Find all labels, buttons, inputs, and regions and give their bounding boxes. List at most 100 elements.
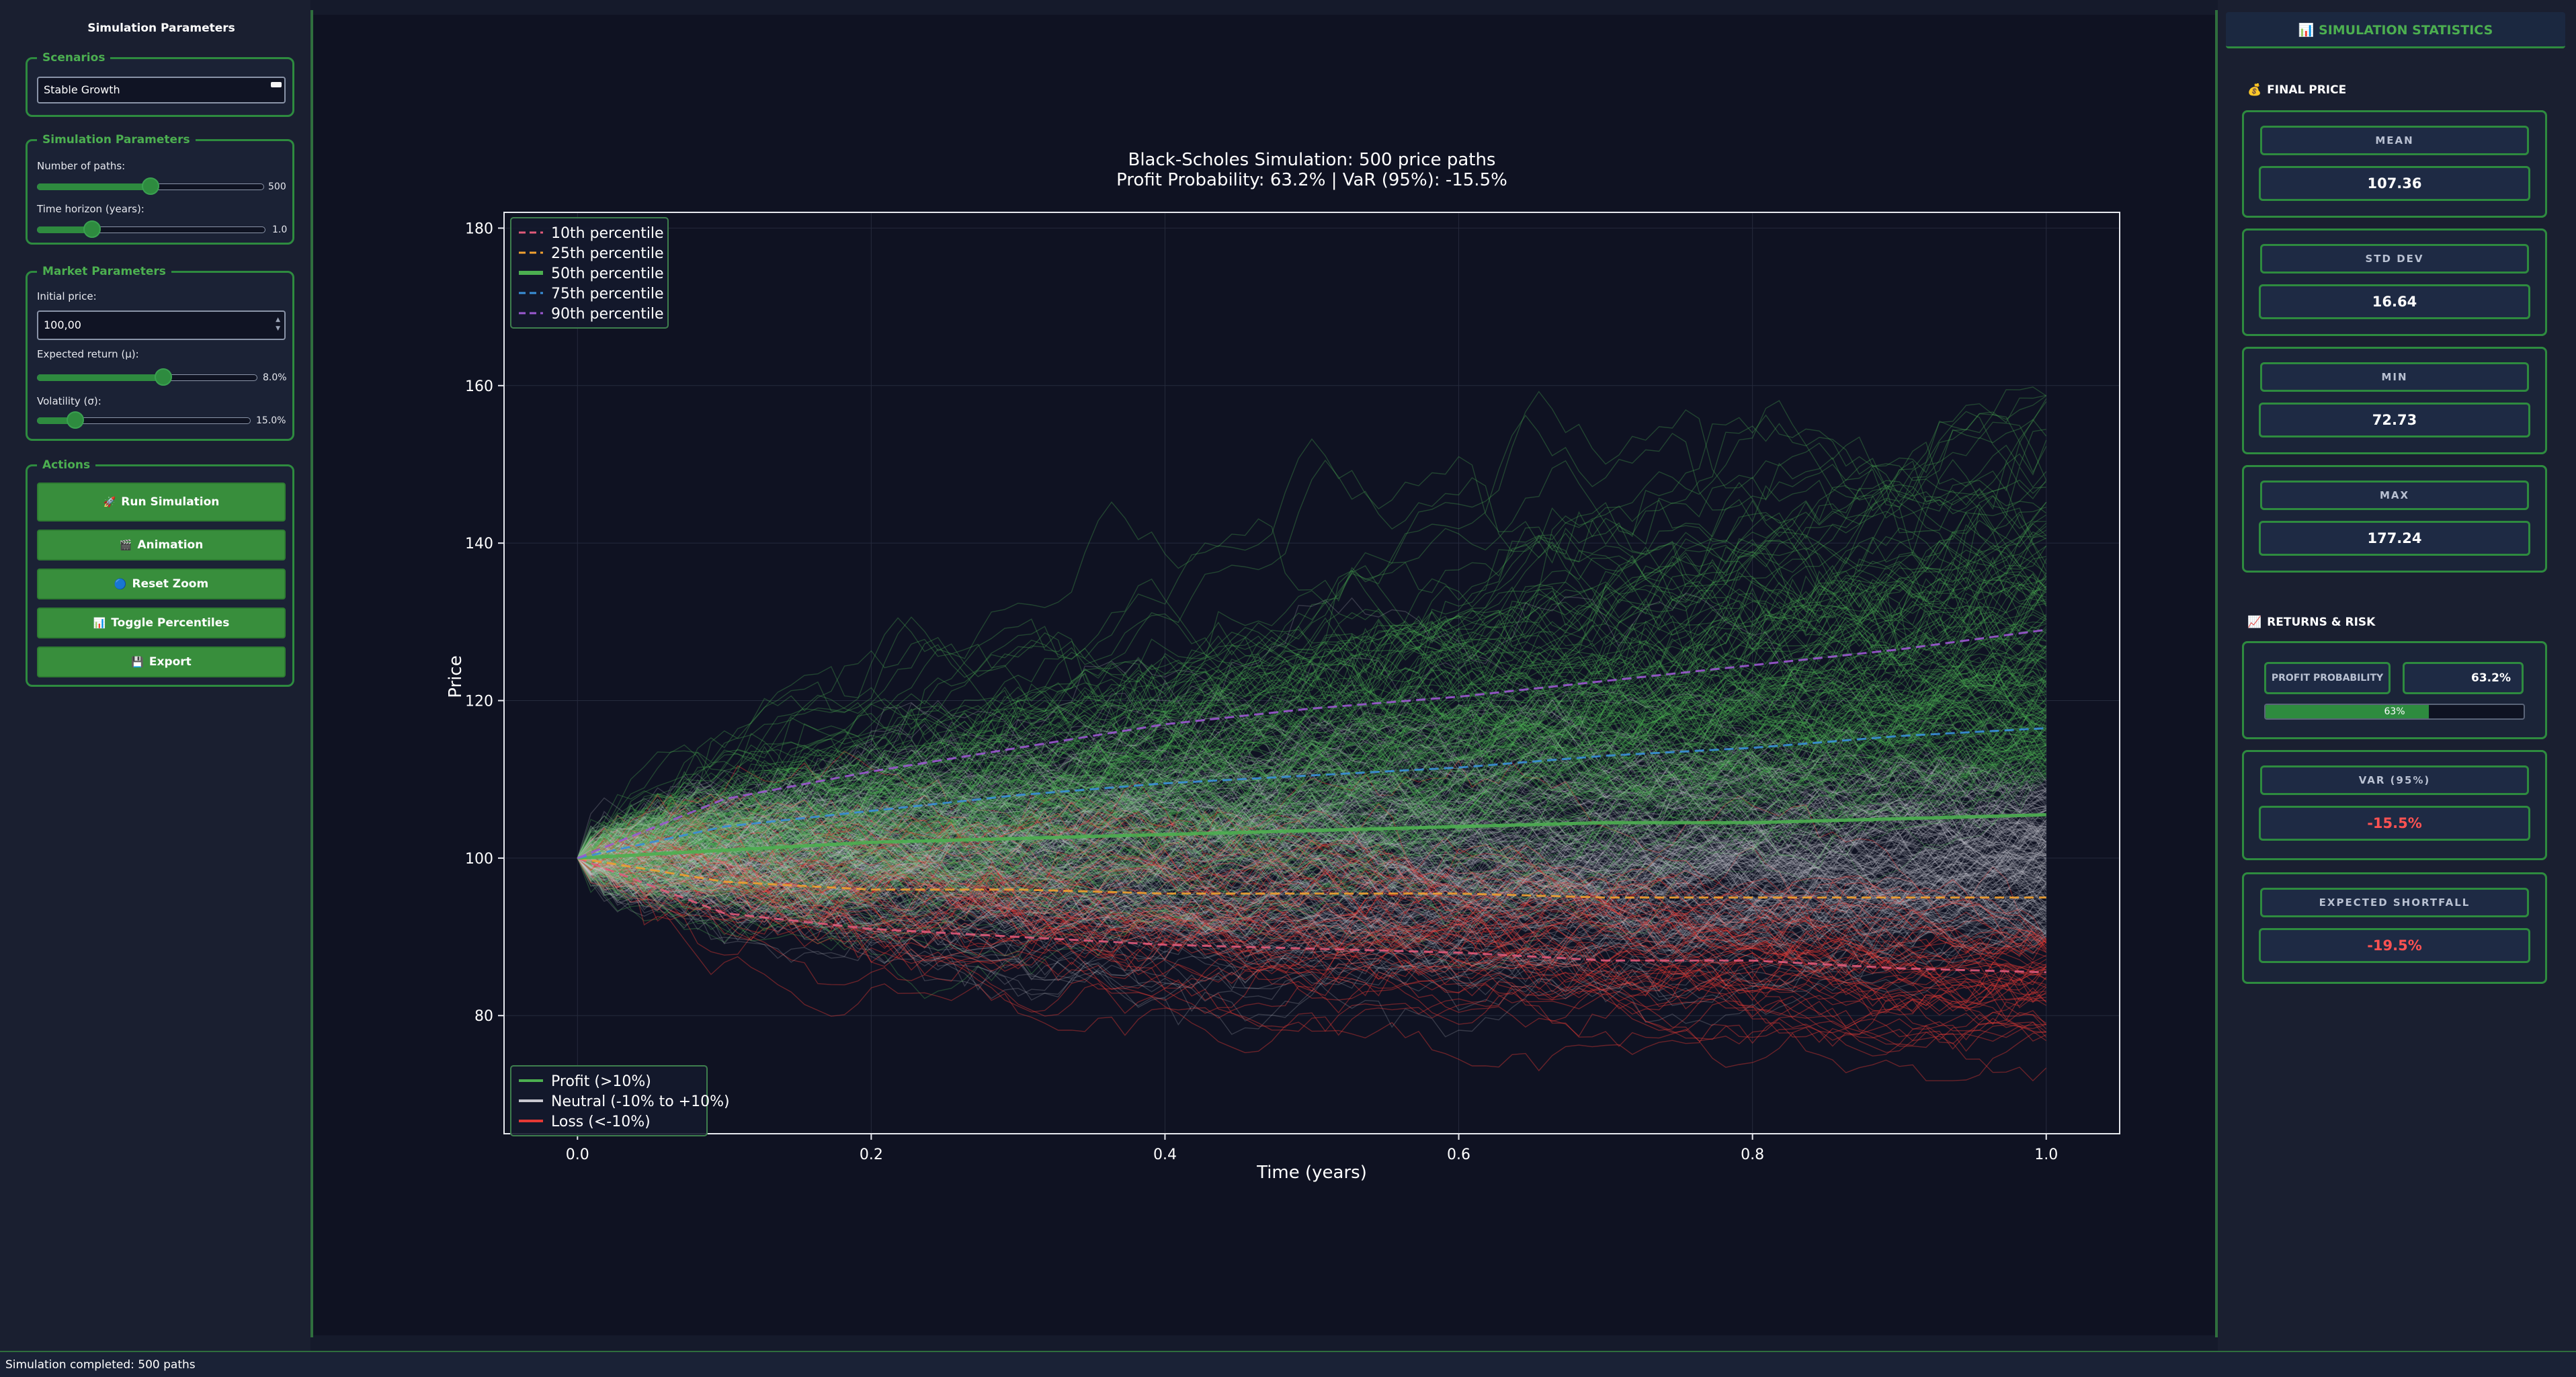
simulated-path: [577, 833, 2047, 1006]
simulated-path: [577, 487, 2047, 906]
horizon-slider[interactable]: [37, 220, 265, 238]
export-button[interactable]: 💾 Export: [37, 646, 286, 677]
simulated-path: [577, 695, 2046, 871]
simulated-path: [577, 829, 2047, 923]
expected-return-slider[interactable]: [37, 368, 257, 386]
simulated-path: [577, 694, 2046, 915]
simulated-path: [577, 833, 2046, 1035]
simulated-path: [577, 771, 2047, 892]
simulated-path: [577, 628, 2047, 902]
simulated-path: [577, 823, 2046, 997]
simulated-path: [577, 841, 2047, 991]
var-label: VAR (95%): [2260, 765, 2529, 795]
simulated-path: [577, 584, 2047, 901]
horizon-slider-handle[interactable]: [83, 220, 101, 238]
simulated-path: [577, 795, 2046, 1008]
initial-price-input[interactable]: 100,00 ▲ ▼: [37, 310, 286, 340]
simulated-path: [577, 767, 2046, 894]
simulation-chart[interactable]: Black-Scholes Simulation: 500 price path…: [313, 15, 2215, 1335]
simulated-path: [577, 601, 2047, 864]
spin-arrows-icon[interactable]: ▲ ▼: [276, 317, 280, 332]
simulated-path: [577, 829, 2047, 1053]
simulated-path: [577, 690, 2047, 860]
profit-probability-value: 63.2%: [2403, 662, 2524, 694]
chart-title: Black-Scholes Simulation: 500 price path…: [1128, 150, 1496, 170]
legend-label: Loss (<-10%): [551, 1114, 651, 1130]
simulated-path: [577, 400, 2047, 888]
simulated-path: [577, 794, 2047, 950]
simulated-path: [577, 689, 2047, 867]
paths-slider[interactable]: [37, 177, 264, 195]
simulated-path: [577, 603, 2046, 924]
max-value: 177.24: [2259, 521, 2530, 556]
scenario-selected-value: Stable Growth: [44, 83, 120, 96]
std-dev-value: 16.64: [2259, 284, 2530, 319]
simulated-path: [577, 386, 2047, 859]
simulated-path: [577, 575, 2047, 903]
animation-button[interactable]: 🎬 Animation: [37, 530, 286, 560]
simulated-path: [577, 753, 2046, 885]
simulated-path: [577, 783, 2047, 898]
simulated-path: [577, 807, 2047, 1050]
simulated-path: [577, 834, 2046, 1057]
x-tick-label: 0.6: [1447, 1146, 1470, 1163]
simulated-path: [577, 583, 2047, 865]
x-tick-label: 0.0: [566, 1146, 589, 1163]
legend-box: [510, 217, 669, 329]
simulated-path: [577, 611, 2047, 859]
reset-zoom-button[interactable]: 🔵 Reset Zoom: [37, 569, 286, 599]
simulated-path: [577, 479, 2047, 859]
simulated-path: [577, 711, 2047, 903]
final-price-title: 💰 FINAL PRICE: [2247, 83, 2347, 97]
mean-card: MEAN 107.36: [2242, 110, 2547, 218]
simulated-path: [577, 534, 2046, 899]
simulated-path: [577, 821, 2047, 967]
simulated-path: [577, 769, 2046, 899]
toggle-percentiles-button[interactable]: 📊 Toggle Percentiles: [37, 608, 286, 638]
simulated-path: [577, 565, 2047, 862]
paths-slider-handle[interactable]: [142, 177, 159, 195]
simulated-path: [577, 808, 2047, 905]
right-splitter[interactable]: [2215, 10, 2218, 1337]
returns-risk-title: 📈 RETURNS & RISK: [2247, 616, 2376, 629]
simulated-path: [577, 839, 2046, 1008]
simulated-path: [577, 774, 2047, 999]
simulated-path: [577, 799, 2046, 942]
simulated-path: [577, 810, 2046, 958]
simulated-path: [577, 806, 2046, 987]
simulated-path: [577, 728, 2046, 935]
simulated-path: [577, 781, 2047, 948]
simulated-path: [577, 794, 2046, 950]
simulated-path: [577, 780, 2047, 957]
simulated-path: [577, 394, 2046, 864]
chart-area[interactable]: Black-Scholes Simulation: 500 price path…: [313, 15, 2215, 1335]
simulated-path: [577, 645, 2047, 927]
simulated-path: [577, 791, 2047, 944]
simulated-path: [577, 811, 2046, 989]
volatility-slider-handle[interactable]: [66, 411, 84, 429]
simulated-path: [577, 727, 2047, 894]
simulated-path: [577, 755, 2046, 919]
simulated-path: [577, 571, 2047, 875]
simulated-path: [577, 798, 2046, 950]
stats-header: 📊 SIMULATION STATISTICS: [2226, 12, 2565, 48]
simulated-path: [577, 769, 2046, 867]
simulated-path: [577, 827, 2046, 1002]
simulated-path: [577, 651, 2047, 931]
volatility-slider[interactable]: [37, 411, 251, 429]
simulated-path: [577, 554, 2047, 872]
simulated-path: [577, 778, 2047, 954]
plot-area[interactable]: 0.0 0.2 0.4 0.6 0.8 1.0 80 100 120 140 160 180 10th …: [465, 212, 2120, 1163]
left-splitter[interactable]: [310, 10, 313, 1337]
simulated-path: [577, 841, 2047, 993]
expected-return-slider-handle[interactable]: [155, 368, 173, 386]
chevron-down-icon[interactable]: [271, 82, 282, 87]
simulated-path: [577, 806, 2047, 922]
scenario-select[interactable]: Stable Growth: [37, 77, 286, 103]
animation-label: Animation: [137, 538, 204, 552]
mean-label: MEAN: [2260, 126, 2529, 155]
paths-label: Number of paths:: [37, 160, 126, 172]
simulated-path: [577, 767, 2047, 965]
simulated-path: [577, 458, 2047, 884]
run-simulation-button[interactable]: 🚀 Run Simulation: [37, 483, 286, 521]
